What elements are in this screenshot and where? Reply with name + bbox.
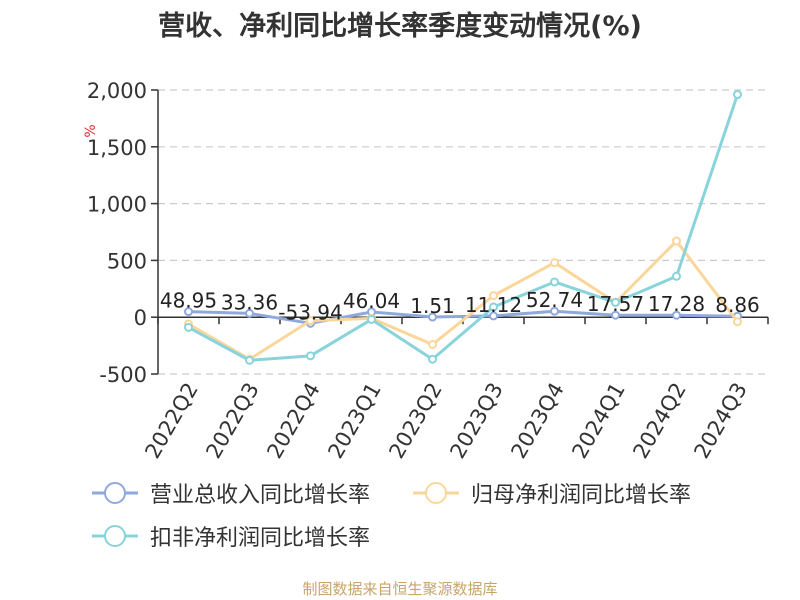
data-label: 46.04: [343, 289, 400, 313]
y-unit-label: %: [83, 124, 99, 137]
data-labels: 48.95 33.36 -53.94 46.04 1.51 11.12 52.74 17.57…: [160, 288, 760, 324]
legend-label-revenue: 营业总收入同比增长率: [150, 483, 371, 508]
chart-title: 营收、净利同比增长率季度变动情况(%): [158, 11, 642, 42]
data-label: 17.57: [587, 292, 644, 316]
data-point: [489, 302, 498, 312]
grid-lines: [158, 89, 768, 375]
data-point: [611, 310, 620, 320]
legend-item-net-profit[interactable]: 归母净利润同比增长率: [413, 478, 691, 508]
data-label: 8.86: [715, 293, 760, 317]
data-point: [367, 314, 376, 324]
x-tick-label: 2024Q1: [567, 379, 629, 463]
series-lines: [184, 90, 742, 365]
x-tick-label: 2023Q2: [384, 379, 446, 463]
legend-marker-net-profit: [413, 482, 459, 504]
x-tick-label: 2023Q1: [323, 379, 385, 463]
data-point: [672, 310, 681, 320]
series-line-1: [187, 239, 739, 361]
x-tick-label: 2024Q2: [628, 379, 690, 463]
legend-item-revenue[interactable]: 营业总收入同比增长率: [92, 478, 370, 508]
legend-marker-deducted-profit: [92, 525, 138, 547]
y-tick-label: 500: [107, 249, 147, 273]
x-tick-label: 2023Q3: [445, 379, 507, 463]
data-label: -53.94: [278, 300, 342, 324]
data-point: [184, 322, 193, 332]
series-line-2: [187, 94, 739, 362]
data-point: [428, 339, 437, 349]
data-point: [245, 355, 254, 365]
y-tick-label: -500: [99, 363, 147, 387]
data-point: [245, 308, 254, 318]
legend-label-deducted-profit: 扣非净利润同比增长率: [150, 526, 371, 551]
data-point: [306, 316, 315, 326]
data-point: [733, 90, 742, 100]
data-source: 制图数据来自恒生聚源数据库: [302, 580, 498, 598]
legend-item-deducted-profit[interactable]: 扣非净利润同比增长率: [92, 521, 370, 551]
legend-label-net-profit: 归母净利润同比增长率: [471, 483, 692, 508]
x-tick-label: 2023Q4: [506, 379, 568, 463]
x-tick-label: 2024Q3: [689, 379, 751, 463]
data-point: [550, 306, 559, 316]
data-point: [550, 277, 559, 287]
y-tick-label: 1,500: [87, 136, 147, 160]
data-label: 11.12: [465, 293, 522, 317]
data-point: [184, 307, 193, 317]
data-label: 52.74: [526, 288, 583, 312]
y-tick-label: 1,000: [87, 193, 147, 217]
legend-marker-revenue: [92, 482, 138, 504]
data-point: [672, 271, 681, 281]
y-tick-label: 2,000: [87, 79, 147, 103]
data-label: 48.95: [160, 289, 217, 313]
data-point: [550, 258, 559, 268]
data-point: [489, 311, 498, 321]
data-label: 1.51: [410, 294, 455, 318]
data-label: 17.28: [648, 292, 705, 316]
data-point: [611, 297, 620, 307]
y-tick-label: 0: [134, 306, 147, 330]
series-line-0: [188, 309, 738, 325]
x-tick-label: 2022Q2: [140, 379, 202, 463]
data-point: [428, 312, 437, 322]
data-point: [489, 291, 498, 301]
x-tick-label: 2022Q4: [262, 379, 324, 463]
data-point: [306, 351, 315, 361]
data-point: [672, 236, 681, 246]
y-axis: -500 0 500 1,000 1,500 2,000: [87, 79, 159, 387]
x-tick-label: 2022Q3: [201, 379, 263, 463]
data-label: 33.36: [221, 290, 278, 314]
data-point: [733, 317, 742, 327]
data-point: [428, 354, 437, 364]
